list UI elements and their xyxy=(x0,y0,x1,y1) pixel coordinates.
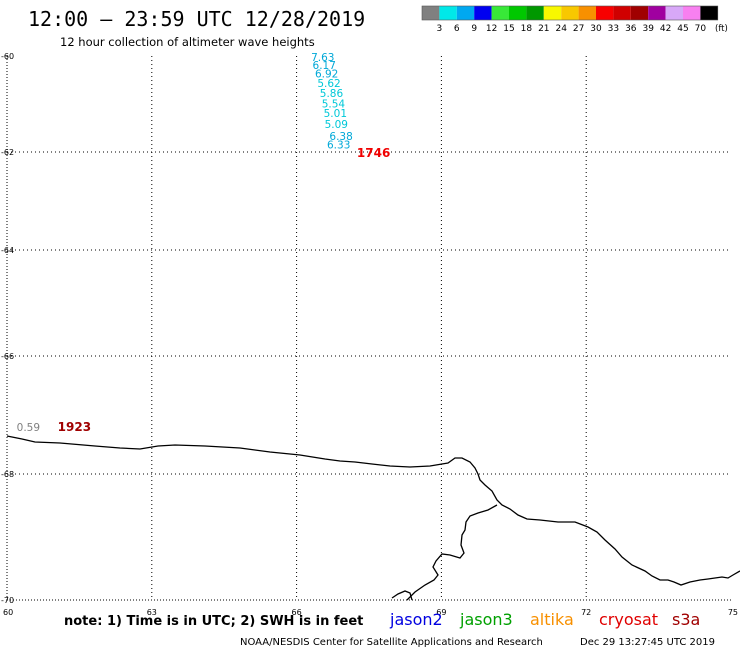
satellite-legend-item: s3a xyxy=(672,610,700,629)
colorbar-tick-label: 45 xyxy=(677,24,688,34)
colorbar-swatch xyxy=(439,6,457,20)
wave-height-value: 5.86 xyxy=(320,88,344,100)
colorbar-tick-label: 70 xyxy=(695,24,707,34)
wave-height-observations: 7.636.176.925.625.865.545.015.096.386.33… xyxy=(17,52,353,434)
colorbar-tick-label: 24 xyxy=(555,24,567,34)
colorbar-swatch xyxy=(543,6,562,20)
wave-height-colorbar: 3 6 9 12 15 18 21 24 27 30 33 36 39 42 45 70 xyxy=(421,5,719,34)
lon-tick-label: 63 xyxy=(147,608,157,617)
lat-tick-label: -62 xyxy=(1,148,14,157)
colorbar-tick-label: 27 xyxy=(573,24,584,34)
wave-height-value: 0.59 xyxy=(17,422,40,434)
lat-tick-label: -64 xyxy=(1,246,14,255)
colorbar-tick-label: 33 xyxy=(608,24,619,34)
colorbar-swatch xyxy=(683,6,701,20)
colorbar-tick-label: 15 xyxy=(503,24,514,34)
lat-tick-label: -70 xyxy=(1,596,14,605)
lat-tick-label: -68 xyxy=(1,470,14,479)
wave-height-value: 5.01 xyxy=(324,108,347,120)
colorbar-tick-label: 42 xyxy=(660,24,671,34)
colorbar-border xyxy=(421,5,719,21)
antarctic-coastline xyxy=(6,435,740,601)
wave-height-value: 5.54 xyxy=(322,98,346,110)
colorbar-tick-label: 3 xyxy=(437,24,443,34)
colorbar-swatch xyxy=(422,6,440,20)
colorbar-tick-label: 6 xyxy=(454,24,460,34)
lon-tick-label: 60 xyxy=(3,608,13,617)
colorbar-tick-label: 39 xyxy=(642,24,654,34)
satellite-legend-item: cryosat xyxy=(599,610,658,629)
pass-time-labels: 1746 1923 xyxy=(58,146,391,434)
lat-lon-grid xyxy=(7,56,731,600)
colorbar-swatch xyxy=(456,6,475,20)
lon-tick-label: 75 xyxy=(728,608,738,617)
satellite-legend-item: jason2 xyxy=(389,610,443,629)
colorbar-tick-label: 9 xyxy=(471,24,477,34)
wave-height-value: 6.33 xyxy=(327,140,350,152)
colorbar-swatch xyxy=(561,6,579,20)
colorbar-swatch xyxy=(630,6,649,20)
colorbar-swatch xyxy=(596,6,614,20)
pass-time-label: 1923 xyxy=(58,420,91,434)
colorbar-swatch xyxy=(648,6,666,20)
colorbar-tick-label: 30 xyxy=(590,24,602,34)
satellite-legend: jason2 jason3 altika cryosat s3a xyxy=(389,610,700,629)
colorbar-swatch xyxy=(613,6,631,20)
colorbar-units: (ft) xyxy=(715,24,728,34)
wave-height-value: 6.17 xyxy=(313,60,336,72)
colorbar-swatch xyxy=(526,6,544,20)
map-subtitle: 12 hour collection of altimeter wave hei… xyxy=(60,35,315,49)
wave-height-value: 6.38 xyxy=(329,131,352,143)
footer-note: note: 1) Time is in UTC; 2) SWH is in fe… xyxy=(64,614,363,629)
pass-time-label: 1746 xyxy=(357,146,390,160)
colorbar-tick-label: 12 xyxy=(486,24,497,34)
map-frame xyxy=(6,56,731,601)
colorbar-tick-label: 18 xyxy=(521,24,533,34)
lon-tick-label: 66 xyxy=(292,608,302,617)
wave-height-value: 5.09 xyxy=(325,119,348,131)
lon-tick-label: 69 xyxy=(436,608,446,617)
wave-height-value: 6.92 xyxy=(315,69,338,81)
satellite-legend-item: jason3 xyxy=(459,610,513,629)
map-title: 12:00 – 23:59 UTC 12/28/2019 xyxy=(28,7,365,31)
lat-tick-label: -60 xyxy=(1,52,14,61)
lat-tick-label: -66 xyxy=(1,352,14,361)
footer-timestamp: Dec 29 13:27:45 UTC 2019 xyxy=(580,637,715,648)
wave-height-value: 7.63 xyxy=(311,52,334,64)
colorbar-tick-label: 36 xyxy=(625,24,637,34)
colorbar-swatch xyxy=(491,6,509,20)
colorbar-swatch xyxy=(700,6,718,20)
colorbar-swatch xyxy=(578,6,596,20)
footer-credit: NOAA/NESDIS Center for Satellite Applica… xyxy=(240,637,543,648)
colorbar-swatch xyxy=(665,6,683,20)
satellite-legend-item: altika xyxy=(530,610,574,629)
axis-tick-labels: -60 -62 -64 -66 -68 -70 60 63 66 69 72 75 xyxy=(1,52,738,617)
colorbar-swatch xyxy=(474,6,492,20)
colorbar-swatch xyxy=(509,6,527,20)
lon-tick-label: 72 xyxy=(581,608,591,617)
colorbar-tick-label: 21 xyxy=(538,24,549,34)
wave-height-value: 5.62 xyxy=(317,78,340,90)
